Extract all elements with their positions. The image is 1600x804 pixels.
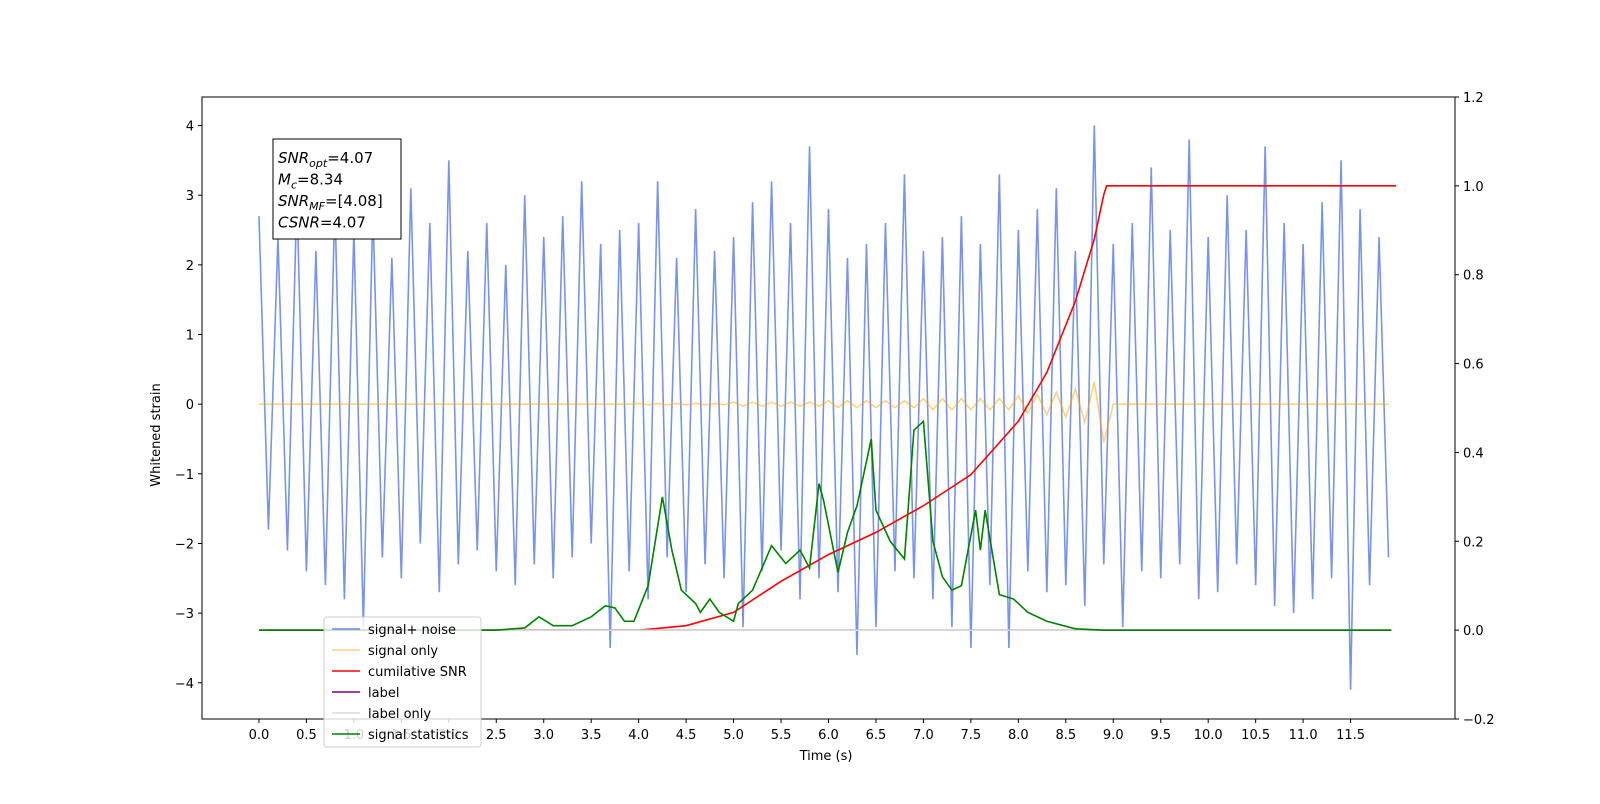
x-tick-label: 7.0: [913, 728, 934, 743]
y-tick-label: −2: [175, 537, 194, 552]
y-tick-label: −3: [175, 607, 194, 622]
y2-tick-label: −0.2: [1463, 713, 1495, 728]
x-tick-label: 2.5: [486, 728, 507, 743]
annotation-line: SNRMF=[4.08]: [278, 192, 383, 213]
legend-label: signal statistics: [368, 728, 469, 743]
x-tick-label: 5.5: [771, 728, 792, 743]
x-tick-label: 6.5: [866, 728, 887, 743]
x-tick-label: 7.5: [961, 728, 982, 743]
y2-tick-label: 0.8: [1463, 269, 1484, 284]
annotation-rest: =4.07: [327, 149, 373, 167]
x-tick-label: 4.0: [628, 728, 649, 743]
y-tick-label: −4: [175, 677, 194, 692]
annotation-line: CSNR=4.07: [278, 214, 366, 232]
y-tick-label: 1: [186, 329, 194, 344]
legend-label: label only: [368, 707, 431, 722]
y-tick-label: 2: [186, 259, 194, 274]
annotation-sub: MF: [309, 200, 325, 213]
legend-label: label: [368, 686, 399, 701]
y2-tick-label: 0.2: [1463, 535, 1484, 550]
y-tick-label: −1: [175, 468, 194, 483]
series-line: [258, 125, 1390, 690]
y-tick-label: 0: [186, 398, 194, 413]
x-tick-label: 0.0: [249, 728, 270, 743]
annotation-rest: =4.07: [320, 214, 366, 232]
x-tick-label: 8.5: [1055, 728, 1076, 743]
x-tick-label: 3.5: [581, 728, 602, 743]
x-tick-label: 0.5: [296, 728, 317, 743]
y2-tick-label: 1.2: [1463, 91, 1484, 106]
series-line: [258, 185, 1397, 631]
x-tick-label: 11.0: [1289, 728, 1318, 743]
x-tick-label: 9.0: [1103, 728, 1124, 743]
x-tick-label: 10.5: [1241, 728, 1270, 743]
legend-label: signal only: [368, 644, 438, 659]
y2-tick-label: 1.0: [1463, 180, 1484, 195]
legend-label: signal+ noise: [368, 623, 456, 638]
legend-box: [323, 616, 482, 748]
annotation-sub: c: [291, 179, 297, 192]
annotation-rest: =[4.08]: [325, 192, 383, 210]
annotation-base: SNR: [278, 149, 309, 167]
annotation-base: CSNR: [278, 214, 320, 232]
y2-tick-label: 0.0: [1463, 624, 1484, 639]
y-tick-label: 4: [186, 120, 194, 135]
annotation-base: M: [278, 171, 291, 189]
x-tick-label: 5.0: [723, 728, 744, 743]
annotation-line: Mc=8.34: [278, 171, 343, 192]
y-tick-label: 3: [186, 189, 194, 204]
y2-tick-label: 0.4: [1463, 446, 1484, 461]
y2-tick-label: 0.6: [1463, 358, 1484, 373]
x-tick-label: 11.5: [1336, 728, 1365, 743]
annotation-sub: opt: [309, 157, 328, 170]
annotation-rest: =8.34: [297, 171, 343, 189]
x-axis-label: Time (s): [799, 749, 853, 764]
x-tick-label: 3.0: [533, 728, 554, 743]
x-tick-label: 9.5: [1150, 728, 1171, 743]
x-tick-label: 4.5: [676, 728, 697, 743]
annotation-line: SNRopt=4.07: [278, 149, 373, 170]
x-tick-label: 6.0: [818, 728, 839, 743]
plot-frame: [201, 96, 1456, 720]
y-axis-label: Whitened strain: [149, 383, 164, 486]
legend-label: cumilative SNR: [368, 665, 467, 680]
annotation-box: [272, 138, 402, 240]
annotation-base: SNR: [278, 192, 309, 210]
x-tick-label: 10.0: [1194, 728, 1223, 743]
series-line: [258, 419, 1392, 631]
x-tick-label: 8.0: [1008, 728, 1029, 743]
series-line: [258, 381, 1389, 443]
